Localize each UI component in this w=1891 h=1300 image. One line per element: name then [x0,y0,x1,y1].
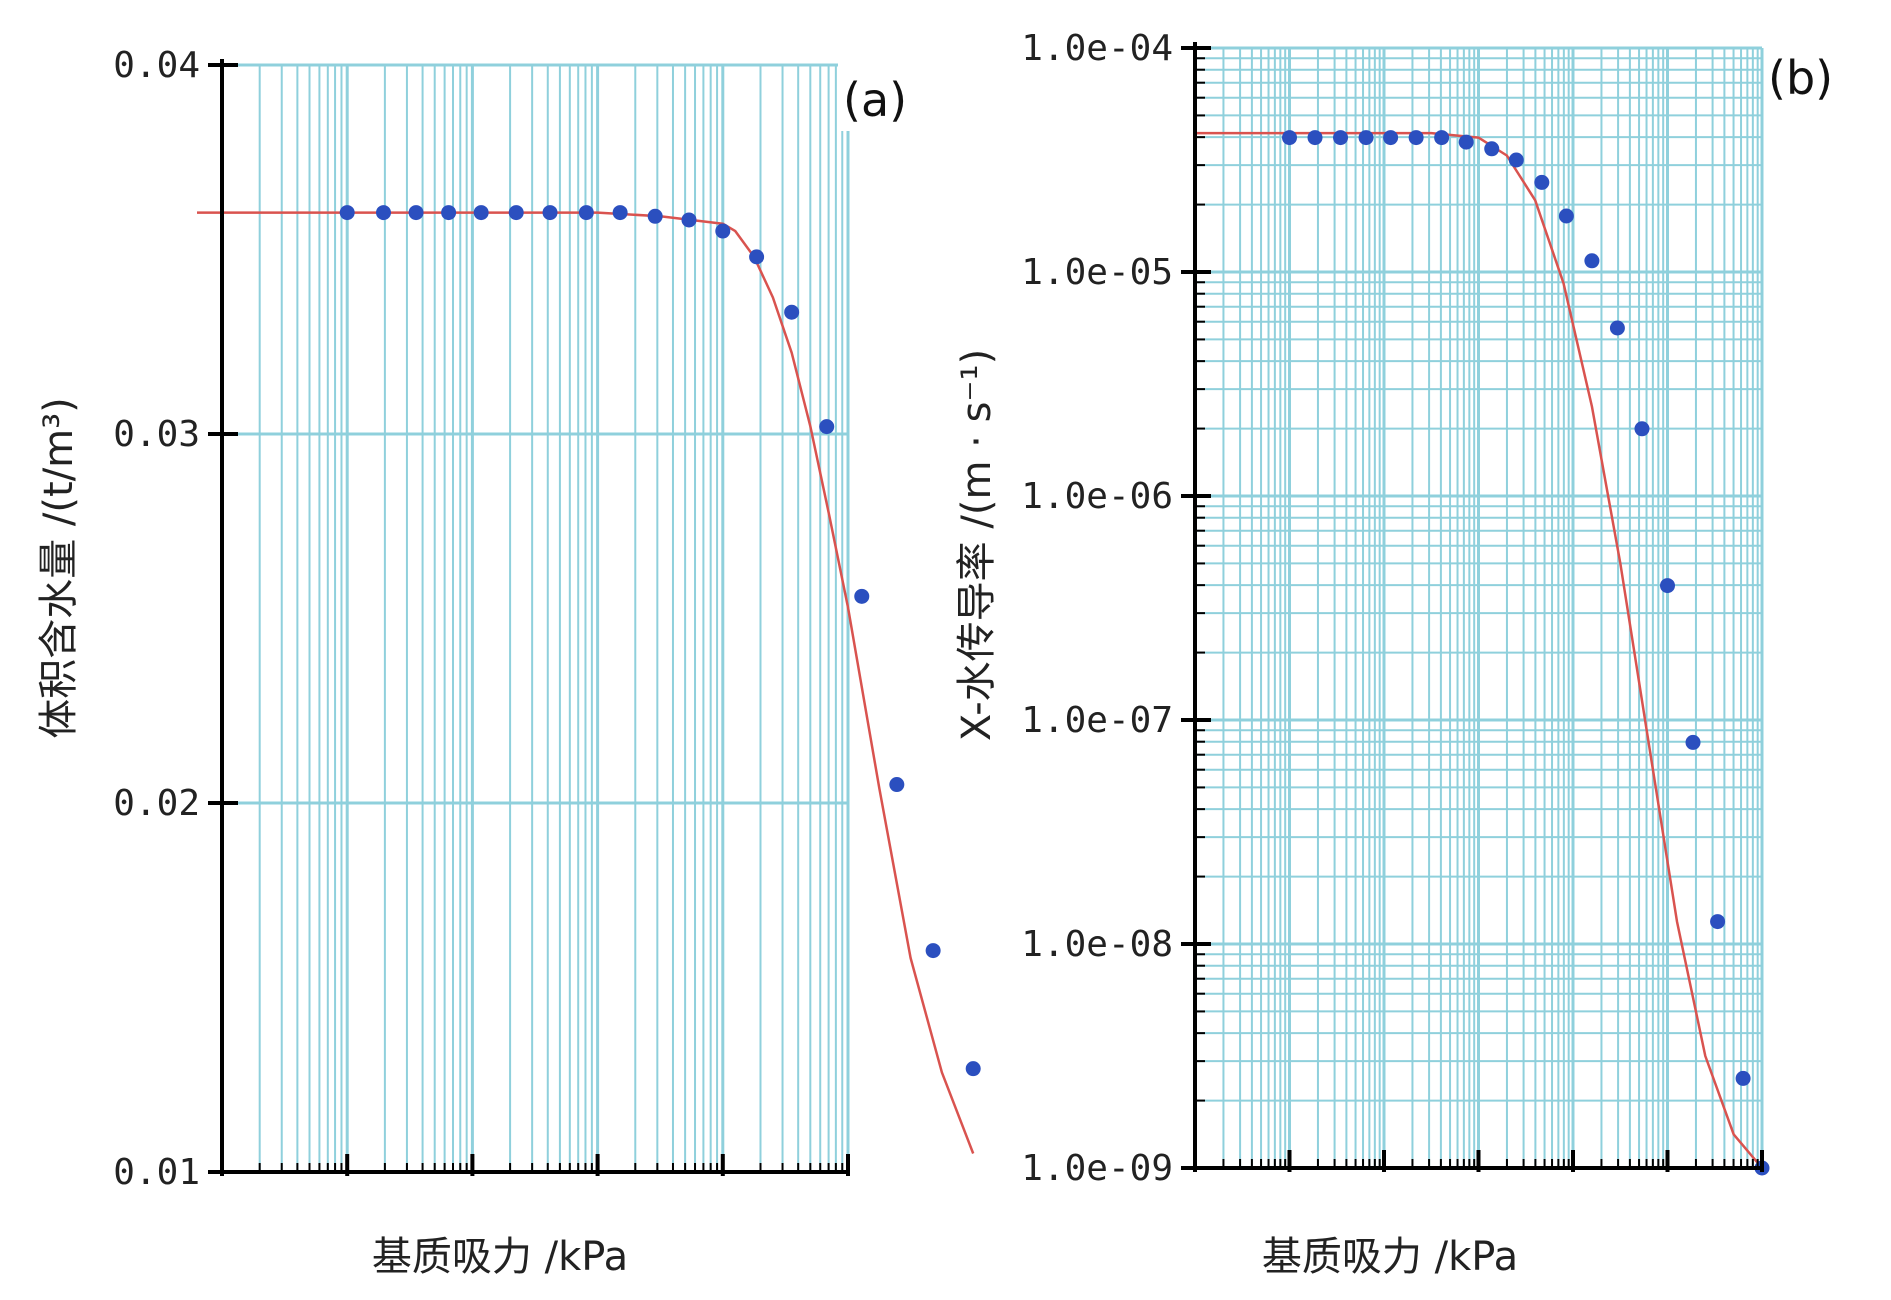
chart-b-x-axis-label: 基质吸力 /kPa [1262,1234,1518,1280]
chart-b-y-tick-label: 1.0e-08 [1021,924,1173,965]
chart-a-data-point [578,205,594,221]
chart-a-data-point [647,208,663,224]
chart-b-data-point [1484,141,1500,157]
chart-b-data-point [1534,174,1550,190]
chart-b-fit-curve [1195,131,1763,1169]
chart-b-grid [1193,46,1764,1170]
chart-a-grid [222,63,850,1174]
chart-a-y-tick-label: 0.03 [113,414,200,455]
chart-a-data-point [854,588,870,604]
chart-a-data-point [749,249,765,265]
chart-b-panel-label: (b) [1768,51,1833,105]
chart-a: 0.01 0.02 0.03 0.04 (a) 基质吸力 /kPa 体积含水量 /(t… [36,45,981,1280]
chart-b-data-point [1358,130,1374,146]
chart-b-data-point [1685,734,1701,750]
chart-a-data-point [473,205,489,221]
chart-b-data-point [1307,130,1323,146]
chart-b-data-point [1558,208,1574,224]
chart-a-data-point [681,212,697,228]
chart-b-data-point [1508,152,1524,168]
chart-a-y-tick-label: 0.01 [113,1152,200,1193]
chart-b-y-tick-label: 1.0e-09 [1021,1148,1173,1189]
chart-b-data-point [1735,1070,1751,1086]
chart-a-data-point [925,943,941,959]
chart-b-data-point [1710,914,1726,930]
chart-b-data-point [1584,253,1600,269]
chart-a-data-point [965,1061,981,1077]
chart-a-data-point [376,205,392,221]
chart-b-fit-line [1195,131,1763,1169]
chart-a-data-point [508,205,524,221]
chart-a-data-point [819,419,835,435]
chart-b-y-tick-label: 1.0e-05 [1021,252,1173,293]
chart-a-y-ticks: 0.01 0.02 0.03 0.04 [113,45,200,1193]
chart-a-points [339,205,981,1077]
chart-a-axes [208,59,850,1176]
chart-b-y-tick-label: 1.0e-06 [1021,476,1173,517]
chart-a-x-axis-label: 基质吸力 /kPa [372,1234,628,1280]
chart-b-data-point [1383,130,1399,146]
chart-a-data-point [784,304,800,320]
chart-b-data-point [1660,578,1675,594]
chart-b-y-ticks: 1.0e-09 1.0e-08 1.0e-07 1.0e-06 1.0e-05 1.0e-… [1021,28,1173,1189]
chart-a-data-point [339,205,355,221]
chart-b-y-tick-label: 1.0e-04 [1021,28,1173,69]
chart-a-data-point [408,205,424,221]
chart-a-y-tick-label: 0.04 [113,45,200,86]
chart-b-data-point [1282,130,1297,146]
chart-a-data-point [715,223,731,239]
chart-b-data-point [1634,421,1650,437]
chart-b: 1.0e-09 1.0e-08 1.0e-07 1.0e-06 1.0e-05 1.0e-… [954,28,1833,1280]
chart-a-data-point [612,205,628,221]
chart-b-data-point [1333,130,1349,146]
chart-a-panel-label: (a) [843,73,907,127]
chart-b-points [1282,130,1770,1176]
chart-b-y-axis-label: X-水传导率 /(m · s⁻¹) [954,349,1000,741]
chart-b-data-point [1434,130,1450,146]
chart-a-y-axis-label: 体积含水量 /(t/m³) [36,397,82,739]
chart-b-data-point [1408,130,1424,146]
chart-a-data-point [441,205,457,221]
chart-a-panel-label-bg [838,63,950,131]
chart-a-data-point [889,777,905,793]
chart-b-axes [1181,42,1764,1172]
chart-b-y-tick-label: 1.0e-07 [1021,700,1173,741]
chart-b-data-point [1458,134,1474,150]
chart-a-data-point [542,205,558,221]
chart-a-y-tick-label: 0.02 [113,783,200,824]
chart-b-data-point [1609,320,1625,336]
